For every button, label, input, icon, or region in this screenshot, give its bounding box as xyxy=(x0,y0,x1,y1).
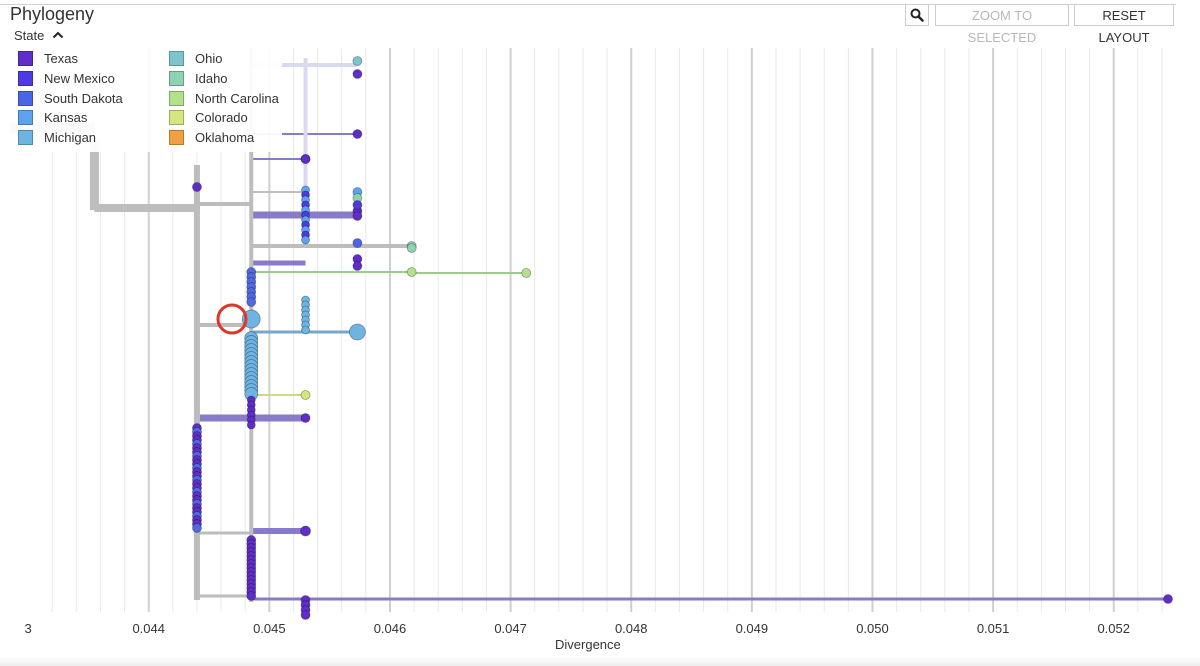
bottom-edge xyxy=(0,656,1200,666)
legend-label: New Mexico xyxy=(44,70,115,86)
tree-tip[interactable] xyxy=(300,413,311,423)
tree-tip[interactable] xyxy=(300,154,311,164)
x-tick-label: 0.045 xyxy=(253,621,286,636)
tree-tip[interactable] xyxy=(300,390,311,400)
legend-swatch xyxy=(169,130,184,146)
x-tick-label: 0.046 xyxy=(374,621,407,636)
grid-lines xyxy=(51,48,1163,612)
node[interactable] xyxy=(300,525,311,537)
tree-tip[interactable] xyxy=(352,261,363,271)
legend-swatch xyxy=(169,70,184,86)
tree-tip[interactable] xyxy=(521,268,532,278)
legend-swatch xyxy=(169,51,184,66)
legend-swatch xyxy=(18,130,33,146)
legend-label: Oklahoma xyxy=(195,130,255,146)
selected-node-highlight xyxy=(216,303,248,335)
x-tick-label: 0.050 xyxy=(856,621,889,636)
tree-tip[interactable] xyxy=(352,211,363,221)
x-tick-label: 3 xyxy=(24,621,31,636)
zoom-to-selected-button[interactable]: ZOOM TO SELECTED xyxy=(935,4,1069,45)
legend-label: Ohio xyxy=(195,51,223,66)
tree-tip[interactable] xyxy=(352,238,363,248)
tree-tip[interactable] xyxy=(352,129,363,139)
node[interactable] xyxy=(300,610,311,620)
tree-tip[interactable] xyxy=(348,323,366,341)
node[interactable] xyxy=(301,325,310,335)
tree-tips[interactable] xyxy=(192,56,1173,620)
x-tick-label: 0.047 xyxy=(494,621,527,636)
x-axis-label: Divergence xyxy=(555,637,621,652)
legend-label: South Dakota xyxy=(44,90,123,106)
tree-tip[interactable] xyxy=(406,243,417,253)
panel-top-border xyxy=(0,4,1176,5)
legend-label: North Carolina xyxy=(195,90,279,106)
x-tick-label: 0.044 xyxy=(132,621,165,636)
tree-tip[interactable] xyxy=(1163,594,1173,604)
node[interactable] xyxy=(246,420,256,430)
legend-swatch xyxy=(18,70,33,86)
legend-label: Michigan xyxy=(44,130,97,146)
node[interactable] xyxy=(301,235,310,245)
x-tick-label: 0.048 xyxy=(615,621,648,636)
legend-swatch xyxy=(18,90,33,106)
chevron-up-icon[interactable] xyxy=(52,28,64,43)
x-axis-ticks: 3 0.044 0.045 0.046 0.047 0.048 0.049 0.050 0.05… xyxy=(24,621,1130,636)
legend-label: Kansas xyxy=(44,110,88,126)
tree-tip[interactable] xyxy=(352,69,363,79)
panel-title: Phylogeny xyxy=(10,4,95,24)
legend-label: Colorado xyxy=(195,110,248,126)
zoom-button[interactable] xyxy=(905,4,929,26)
legend-title[interactable]: State xyxy=(14,28,45,43)
x-tick-label: 0.049 xyxy=(736,621,769,636)
legend-swatch xyxy=(18,110,33,126)
x-tick-label: 0.052 xyxy=(1097,621,1130,636)
legend-swatch xyxy=(18,51,33,66)
legend-label: Idaho xyxy=(195,70,228,86)
node[interactable] xyxy=(192,523,202,533)
legend-label: Texas xyxy=(44,51,78,66)
legend-swatch xyxy=(169,110,184,126)
x-tick-label: 0.051 xyxy=(977,621,1010,636)
magnifier-icon xyxy=(910,8,924,22)
node[interactable] xyxy=(246,297,257,307)
reset-layout-button[interactable]: RESET LAYOUT xyxy=(1074,4,1174,45)
tree-tip[interactable] xyxy=(406,267,417,277)
node[interactable] xyxy=(192,182,202,192)
legend-background xyxy=(10,46,282,152)
tree-tip[interactable] xyxy=(352,56,363,66)
tree-tip[interactable] xyxy=(352,200,363,210)
node[interactable] xyxy=(246,591,257,601)
legend-swatch xyxy=(169,90,184,106)
